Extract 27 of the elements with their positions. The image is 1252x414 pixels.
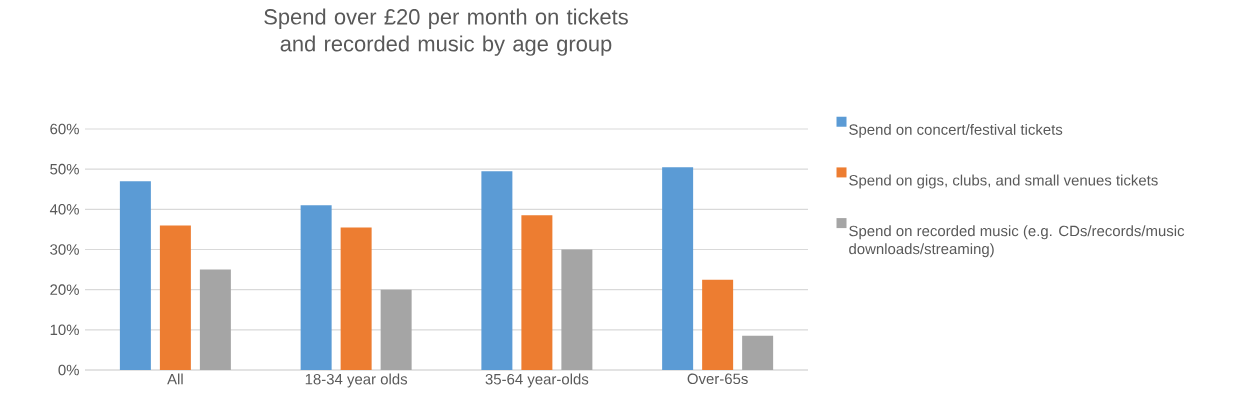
bar	[159, 225, 191, 370]
bar	[119, 181, 151, 370]
x-tick-label: Over-65s	[687, 373, 748, 385]
legend-label: Spend on gigs, clubs, and small venues tickets	[849, 174, 1158, 189]
y-tick-label: 0%	[58, 364, 79, 376]
legend-label: Spend on recorded music (e.g. CDs/records/music downloads/streaming)	[849, 225, 1185, 258]
x-tick-label: 18-34 year olds	[305, 373, 408, 388]
x-tick-label: All	[167, 373, 183, 385]
x-tick-label: 35-64 year-olds	[485, 373, 589, 388]
bar	[340, 227, 372, 370]
legend-label: Spend on concert/festival tickets	[849, 123, 1063, 138]
bar	[662, 167, 694, 370]
bar	[199, 269, 231, 370]
y-tick-label: 10%	[50, 324, 79, 336]
bar	[300, 205, 332, 370]
bar	[521, 215, 553, 370]
chart-title: Spend over £20 per month on tickets and recorded music by age group	[264, 8, 628, 56]
bar	[742, 335, 774, 370]
y-tick-label: 30%	[50, 244, 79, 255]
bar	[481, 171, 513, 370]
bar	[702, 279, 734, 370]
y-tick-label: 20%	[50, 284, 79, 295]
y-tick-label: 60%	[50, 123, 79, 135]
bar	[380, 289, 412, 370]
y-tick-label: 50%	[50, 163, 79, 175]
bar	[561, 249, 593, 370]
y-tick-label: 40%	[49, 204, 79, 215]
